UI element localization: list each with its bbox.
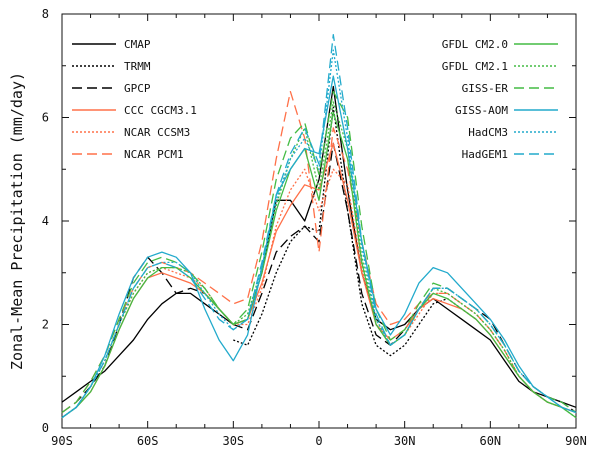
legend-label: GISS-AOM (455, 104, 508, 117)
series-line (61, 34, 577, 419)
legend-label: GFDL CM2.1 (442, 60, 508, 73)
legend-label: CMAP (124, 38, 151, 51)
series-line (233, 106, 477, 357)
legend-label: TRMM (124, 60, 151, 73)
legend-label: NCAR PCM1 (124, 148, 184, 161)
legend-label: HadGEM1 (462, 148, 508, 161)
x-tick-label: 90N (565, 434, 587, 448)
legend-label: HadCM3 (468, 126, 508, 139)
series-line (61, 142, 577, 414)
axis-ticks: 90S 60S 30S 0 30N 60N 90N 0 2 4 6 8 (42, 7, 587, 448)
y-axis-label: Zonal-Mean Precipitation (mm/day) (8, 72, 26, 370)
y-tick-label: 0 (42, 421, 49, 435)
series-line (61, 75, 577, 419)
series-line (61, 49, 577, 419)
x-tick-label: 30S (222, 434, 244, 448)
legend-label: GPCP (124, 82, 151, 95)
y-tick-label: 6 (42, 111, 49, 125)
x-tick-label: 30N (394, 434, 416, 448)
legend-label: CCC CGCM3.1 (124, 104, 197, 117)
plot-frame (61, 13, 577, 429)
legend-label: NCAR CCSM3 (124, 126, 190, 139)
legend-label: GFDL CM2.0 (442, 38, 508, 51)
series-line (61, 85, 577, 408)
legend: CMAP TRMM GPCP CCC CGCM3.1 NCAR CCSM3 NCAR PC… (72, 38, 558, 161)
x-tick-label: 60S (137, 434, 159, 448)
series-line (61, 168, 577, 419)
series-layer (61, 34, 577, 419)
series-line (61, 90, 577, 414)
legend-label: GISS-ER (462, 82, 509, 95)
y-tick-label: 8 (42, 7, 49, 21)
x-tick-label: 0 (315, 434, 322, 448)
y-tick-label: 4 (42, 214, 49, 228)
series-line (61, 90, 577, 414)
x-tick-label: 60N (479, 434, 501, 448)
series-line (61, 111, 577, 419)
x-tick-label: 90S (51, 434, 73, 448)
y-tick-label: 2 (42, 318, 49, 332)
